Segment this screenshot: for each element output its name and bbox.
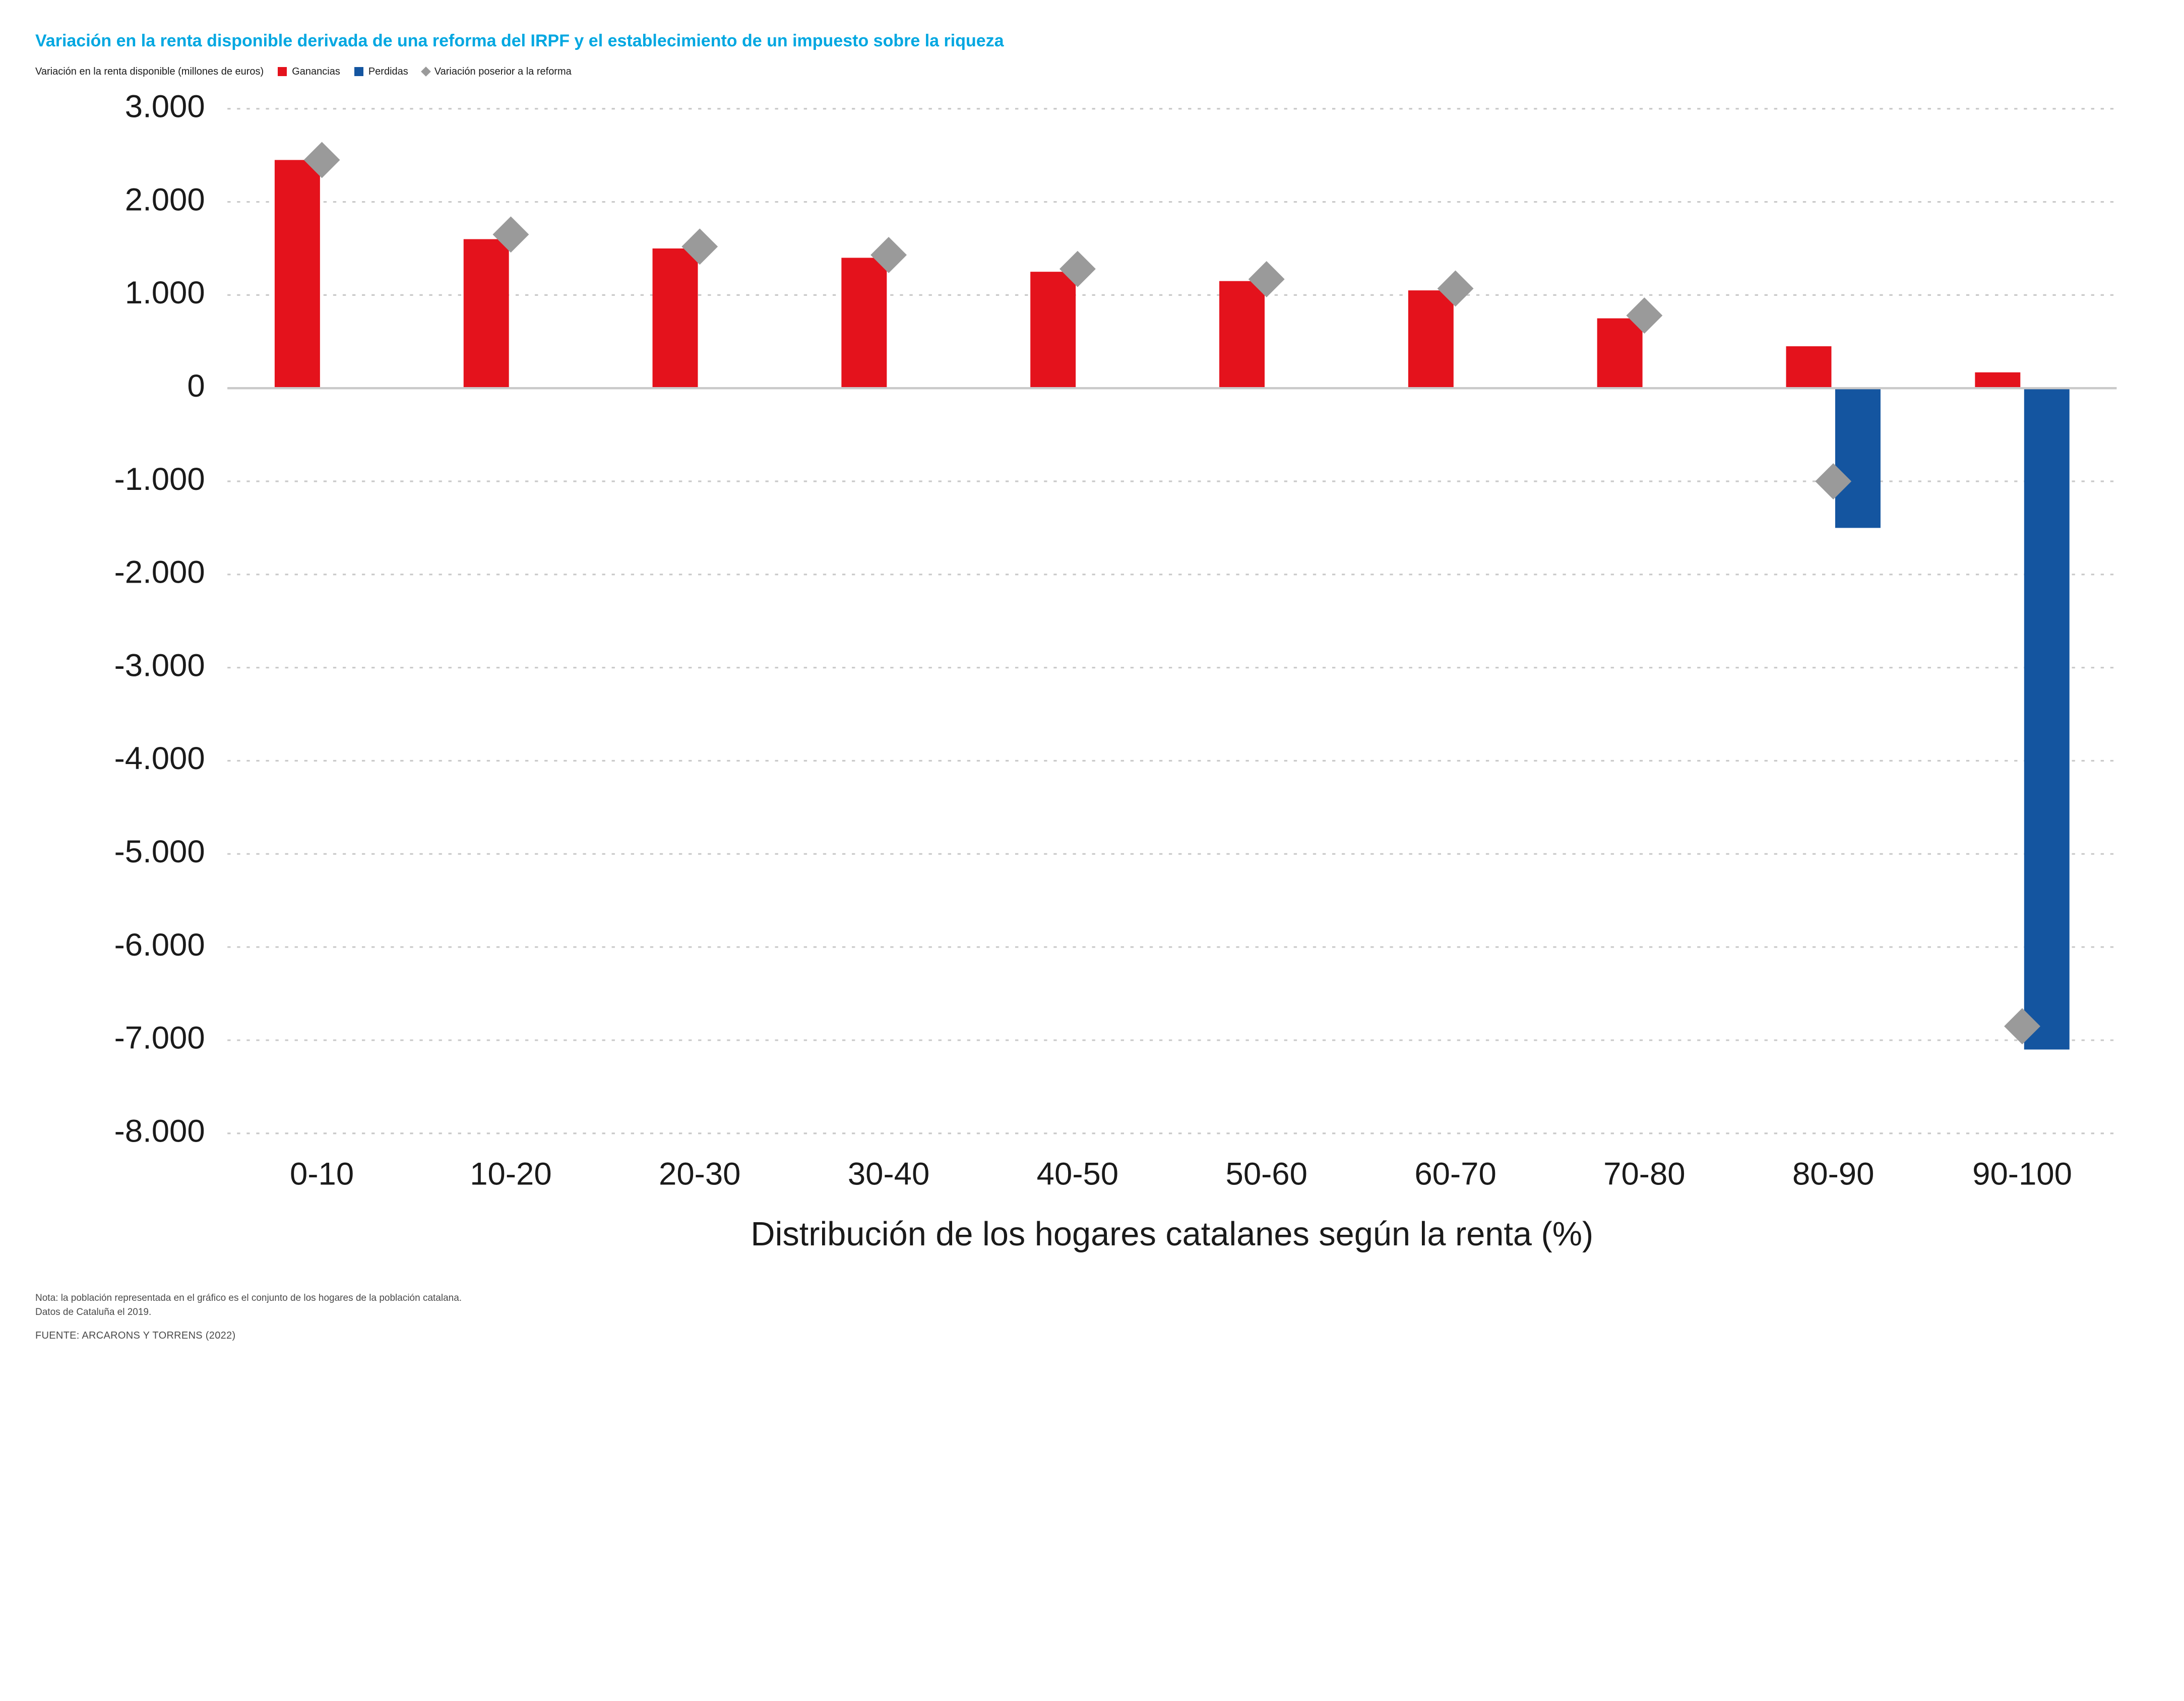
x-axis-label: Distribución de los hogares catalanes se… bbox=[751, 1216, 1593, 1253]
y-tick-label: 3.000 bbox=[125, 93, 205, 124]
y-tick-label: -1.000 bbox=[114, 461, 205, 496]
x-tick-label: 80-90 bbox=[1792, 1156, 1874, 1191]
y-tick-label: -5.000 bbox=[114, 834, 205, 869]
bar-loss bbox=[2024, 388, 2070, 1049]
y-axis-label-inline: Variación en la renta disponible (millon… bbox=[35, 66, 264, 78]
x-tick-label: 30-40 bbox=[848, 1156, 929, 1191]
chart-notes: Nota: la población representada en el gr… bbox=[35, 1291, 2149, 1319]
legend-swatch-ganancias bbox=[278, 67, 287, 76]
x-tick-label: 20-30 bbox=[659, 1156, 740, 1191]
chart-source: FUENTE: ARCARONS Y TORRENS (2022) bbox=[35, 1330, 2149, 1342]
x-tick-label: 90-100 bbox=[1972, 1156, 2072, 1191]
bar-gain bbox=[1786, 346, 1832, 388]
chart-svg: -8.000 -7.000 -6.000 -5.000 -4.000 -3.000 -2.0… bbox=[35, 93, 2149, 1278]
note-line-1: Nota: la población representada en el gr… bbox=[35, 1291, 2149, 1305]
y-tick-label: 0 bbox=[187, 367, 205, 403]
chart-container: -8.000 -7.000 -6.000 -5.000 -4.000 -3.000 -2.0… bbox=[35, 93, 2149, 1278]
x-tick-label: 40-50 bbox=[1037, 1156, 1118, 1191]
legend-item-variacion: Variación poserior a la reforma bbox=[422, 66, 572, 78]
x-tick-label: 0-10 bbox=[290, 1156, 354, 1191]
legend-swatch-perdidas bbox=[354, 67, 363, 76]
y-tick-label: -8.000 bbox=[114, 1113, 205, 1149]
x-tick-label: 70-80 bbox=[1603, 1156, 1685, 1191]
bar-loss bbox=[1835, 388, 1881, 528]
legend-label-variacion: Variación poserior a la reforma bbox=[434, 66, 572, 78]
y-tick-label: 1.000 bbox=[125, 275, 205, 310]
bar-gain bbox=[464, 239, 509, 388]
y-tick-label: 2.000 bbox=[125, 181, 205, 217]
y-tick-label: -4.000 bbox=[114, 740, 205, 776]
y-tick-label: -2.000 bbox=[114, 554, 205, 590]
legend-item-perdidas: Perdidas bbox=[354, 66, 408, 78]
legend-label-perdidas: Perdidas bbox=[368, 66, 408, 78]
legend-row: Variación en la renta disponible (millon… bbox=[35, 66, 2149, 78]
y-tick-label: -6.000 bbox=[114, 926, 205, 962]
legend-swatch-variacion bbox=[421, 67, 431, 77]
legend-item-ganancias: Ganancias bbox=[278, 66, 340, 78]
x-tick-label: 60-70 bbox=[1414, 1156, 1496, 1191]
chart-title: Variación en la renta disponible derivad… bbox=[35, 30, 2149, 52]
y-tick-label: -7.000 bbox=[114, 1020, 205, 1055]
bar-gain bbox=[1408, 290, 1454, 388]
y-axis-label-text: Variación en la renta disponible (millon… bbox=[35, 66, 264, 78]
x-tick-label: 50-60 bbox=[1226, 1156, 1307, 1191]
x-tick-label: 10-20 bbox=[470, 1156, 551, 1191]
bar-gain bbox=[275, 160, 320, 388]
bar-gain bbox=[1219, 281, 1265, 388]
figure-root: Variación en la renta disponible derivad… bbox=[0, 0, 2184, 1377]
y-tick-label: -3.000 bbox=[114, 647, 205, 683]
bar-gain bbox=[841, 258, 887, 388]
bar-gain bbox=[653, 248, 698, 388]
legend-label-ganancias: Ganancias bbox=[292, 66, 340, 78]
bar-gain bbox=[1030, 272, 1076, 388]
note-line-2: Datos de Cataluña el 2019. bbox=[35, 1305, 2149, 1319]
bar-gain bbox=[1597, 318, 1643, 388]
bar-gain bbox=[1975, 372, 2020, 388]
